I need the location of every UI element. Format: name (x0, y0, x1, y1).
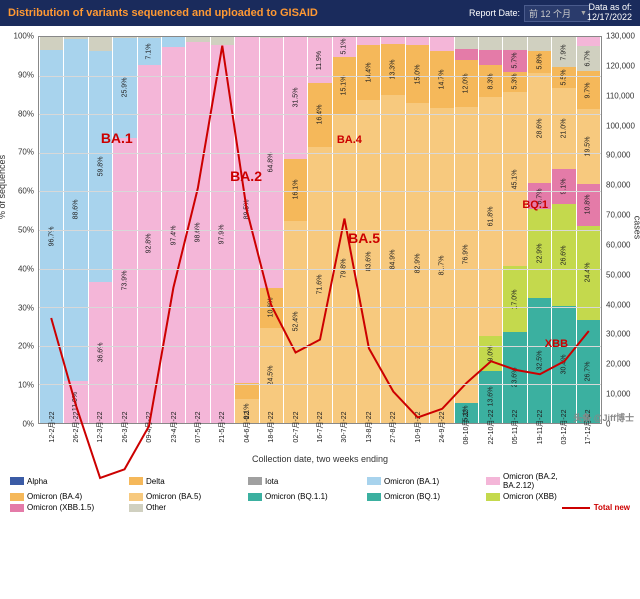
gridline (39, 191, 601, 192)
ytick-right: 50,000 (606, 270, 640, 279)
ytick-right: 10,000 (606, 390, 640, 399)
gridline (39, 384, 601, 385)
ytick-right: 40,000 (606, 300, 640, 309)
asof-value: 12/17/2022 (587, 13, 632, 23)
ytick-left: 0% (0, 420, 34, 429)
ytick-right: 90,000 (606, 151, 640, 160)
legend-swatch (10, 493, 24, 501)
gridline (39, 307, 601, 308)
ytick-left: 40% (0, 264, 34, 273)
report-date-select[interactable]: 前 12 个月 (524, 5, 590, 22)
ytick-right: 0 (606, 420, 640, 429)
ytick-right: 130,000 (606, 32, 640, 41)
ytick-right: 20,000 (606, 360, 640, 369)
header-bar: Distribution of variants sequenced and u… (0, 0, 640, 26)
gridline (39, 230, 601, 231)
plot-region: 96.7%12-2月-2211.0%88.6%26-2月-2236.6%59.8… (38, 36, 602, 424)
gridline (39, 269, 601, 270)
ytick-right: 110,000 (606, 91, 640, 100)
ytick-right: 80,000 (606, 181, 640, 190)
chart-title: Distribution of variants sequenced and u… (8, 7, 469, 19)
gridline (39, 114, 601, 115)
chart-area: % of sequences cases Collection date, tw… (0, 26, 640, 466)
ytick-left: 20% (0, 342, 34, 351)
total-new-line (51, 46, 589, 478)
gridline (39, 346, 601, 347)
ytick-left: 50% (0, 226, 34, 235)
line-overlay (39, 37, 601, 599)
ytick-left: 30% (0, 303, 34, 312)
ytick-right: 100,000 (606, 121, 640, 130)
ytick-left: 10% (0, 381, 34, 390)
legend-swatch (10, 504, 24, 512)
report-date-control: Report Date: 前 12 个月 ▼ (469, 5, 587, 22)
ytick-left: 100% (0, 32, 34, 41)
ytick-left: 70% (0, 148, 34, 157)
data-asof: Data as of: 12/17/2022 (587, 3, 632, 23)
report-date-label: Report Date: (469, 8, 520, 18)
gridline (39, 76, 601, 77)
ytick-right: 120,000 (606, 61, 640, 70)
ytick-right: 60,000 (606, 240, 640, 249)
ytick-left: 60% (0, 187, 34, 196)
ytick-right: 30,000 (606, 330, 640, 339)
ytick-left: 90% (0, 70, 34, 79)
ytick-left: 80% (0, 109, 34, 118)
ytick-right: 70,000 (606, 211, 640, 220)
legend-swatch (10, 477, 24, 485)
gridline (39, 153, 601, 154)
